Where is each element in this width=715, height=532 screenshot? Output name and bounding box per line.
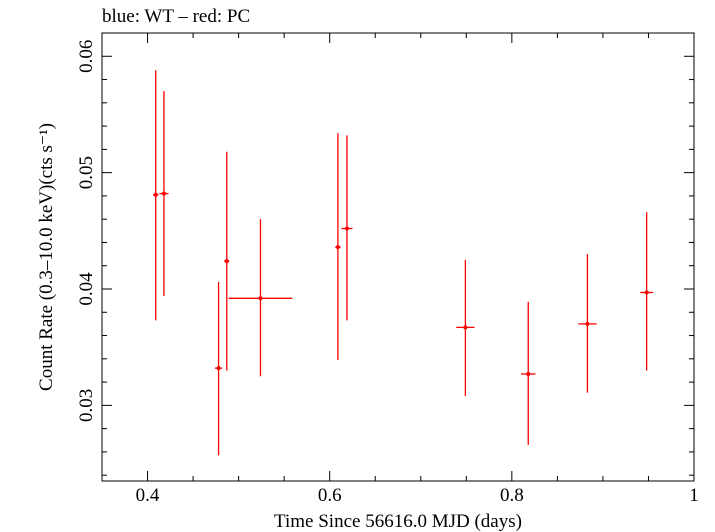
y-axis-label: Count Rate (0.3–10.0 keV)(cts s⁻¹) (36, 123, 57, 391)
data-point (159, 91, 169, 296)
x-axis-label: Time Since 56616.0 MJD (days) (274, 511, 522, 532)
data-point (578, 254, 597, 393)
data-points (153, 70, 654, 456)
point-marker (224, 259, 229, 264)
point-marker (344, 226, 349, 231)
point-marker (258, 296, 263, 301)
point-marker (153, 192, 158, 197)
data-point (335, 133, 341, 360)
x-tick-label: 0.4 (136, 485, 160, 506)
data-point (640, 212, 654, 371)
data-point (214, 282, 223, 456)
point-marker (216, 366, 221, 371)
point-marker (161, 191, 166, 196)
y-tick-label: 0.05 (76, 156, 97, 189)
point-marker (526, 371, 531, 376)
y-tick-label: 0.04 (76, 272, 97, 306)
chart-title: blue: WT – red: PC (102, 6, 250, 27)
x-tick-label: 0.8 (500, 485, 524, 506)
plot-frame (101, 32, 695, 482)
data-point (341, 135, 353, 321)
axis-ticks (101, 32, 695, 481)
data-point (153, 70, 159, 321)
data-point (520, 301, 536, 445)
data-point (456, 259, 475, 397)
y-tick-label: 0.03 (76, 389, 97, 422)
data-point (224, 151, 230, 371)
axis-tick-labels: 0.4 0.6 0.8 1 0.03 0.04 0.05 0.06 (76, 40, 699, 506)
point-marker (585, 321, 590, 326)
y-tick-label: 0.06 (76, 40, 97, 73)
x-tick-label: 1 (689, 485, 699, 506)
point-marker (463, 325, 468, 330)
point-marker (644, 290, 649, 295)
point-marker (335, 245, 340, 250)
data-point (228, 219, 293, 377)
x-tick-label: 0.6 (318, 485, 342, 506)
